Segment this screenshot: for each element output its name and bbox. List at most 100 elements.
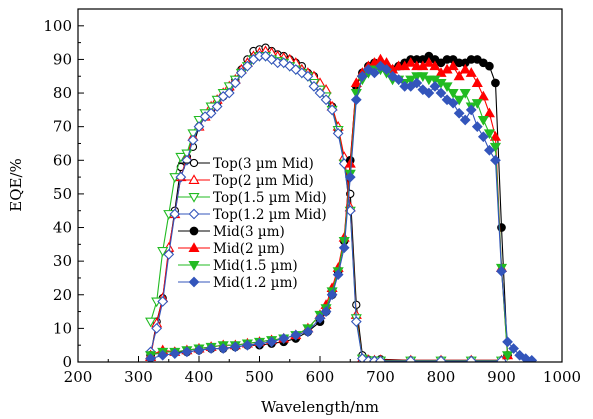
- legend-swatch-marker: [189, 226, 199, 236]
- data-point: [229, 341, 241, 353]
- data-point: [211, 101, 223, 112]
- data-point: [484, 144, 495, 156]
- legend-swatch-marker: [188, 174, 200, 184]
- legend-item: Top(2 µm Mid): [178, 173, 314, 189]
- data-point: [447, 60, 459, 71]
- x-tick-label: 900: [487, 368, 516, 386]
- data-point: [485, 61, 494, 71]
- data-point: [429, 80, 441, 92]
- x-tick-label: 300: [124, 368, 153, 386]
- legend-swatch-marker: [188, 276, 200, 288]
- data-point: [308, 80, 320, 92]
- data-point: [193, 115, 205, 126]
- data-point: [502, 336, 513, 348]
- data-point: [302, 70, 314, 82]
- data-point: [242, 339, 253, 351]
- data-point: [465, 67, 477, 77]
- data-point: [181, 346, 193, 358]
- data-point: [211, 95, 223, 106]
- data-point: [157, 349, 169, 361]
- data-point: [302, 326, 314, 338]
- data-point: [387, 70, 398, 82]
- legend-label: Top(1.2 µm Mid): [213, 207, 327, 223]
- legend-item: Mid(1.2 µm): [178, 275, 298, 291]
- data-point: [278, 333, 290, 344]
- data-point: [423, 57, 435, 67]
- y-tick-label: 90: [53, 50, 72, 68]
- data-point: [314, 312, 326, 324]
- data-point: [471, 99, 483, 109]
- data-point: [229, 77, 241, 89]
- data-point: [145, 317, 157, 328]
- data-point: [496, 355, 507, 362]
- legend-swatch-marker: [188, 208, 200, 220]
- data-point: [356, 70, 368, 82]
- x-tick-label: 500: [245, 368, 274, 386]
- legend-item: Mid(2 µm): [178, 241, 285, 257]
- data-point: [459, 89, 471, 99]
- data-point: [266, 54, 277, 65]
- legend-item: Top(1.5 µm Mid): [178, 190, 327, 206]
- data-point: [175, 171, 187, 183]
- data-point: [491, 78, 500, 88]
- data-point: [296, 67, 308, 79]
- data-point: [350, 316, 362, 328]
- data-point: [266, 336, 277, 348]
- data-point: [363, 64, 374, 75]
- data-point: [471, 121, 483, 133]
- data-point: [393, 74, 405, 85]
- data-point: [471, 77, 483, 87]
- data-point: [157, 247, 169, 257]
- data-point: [169, 208, 181, 220]
- data-point: [217, 343, 229, 354]
- data-point: [235, 67, 247, 79]
- data-point: [459, 114, 471, 126]
- data-point: [381, 64, 392, 75]
- x-tick-label: 1000: [543, 368, 581, 386]
- x-tick-label: 800: [427, 368, 456, 386]
- data-point: [477, 90, 489, 101]
- legend: Top(3 µm Mid)Top(2 µm Mid)Top(1.5 µm Mid…: [178, 156, 327, 291]
- data-point: [417, 84, 429, 96]
- data-point: [489, 131, 501, 141]
- data-point: [453, 107, 465, 119]
- x-axis-label: Wavelength/nm: [261, 398, 379, 416]
- y-tick-label: 80: [53, 84, 72, 102]
- legend-swatch-marker: [189, 158, 199, 168]
- y-tick-label: 100: [43, 17, 72, 35]
- data-point: [441, 82, 453, 93]
- plot-frame: [77, 8, 563, 363]
- data-point: [254, 338, 265, 349]
- data-point: [453, 95, 465, 106]
- data-point: [314, 87, 326, 99]
- legend-label: Mid(1.5 µm): [213, 258, 298, 274]
- data-point: [350, 94, 362, 106]
- data-point: [459, 63, 471, 74]
- data-series: [145, 43, 538, 362]
- data-point: [290, 64, 302, 75]
- legend-item: Top(1.2 µm Mid): [178, 207, 327, 223]
- series-8: [145, 60, 538, 362]
- legend-item: Top(3 µm Mid): [178, 156, 314, 172]
- y-tick-label: 10: [53, 319, 72, 337]
- legend-swatch-marker: [188, 260, 200, 271]
- data-point: [320, 94, 332, 106]
- y-tick-label: 30: [53, 252, 72, 270]
- data-point: [502, 351, 514, 361]
- data-point: [187, 134, 199, 146]
- data-point: [489, 142, 501, 153]
- data-point: [205, 343, 217, 354]
- data-point: [465, 355, 477, 362]
- data-point: [447, 97, 459, 109]
- data-point: [320, 306, 332, 317]
- data-point: [405, 75, 417, 86]
- data-point: [411, 77, 423, 89]
- data-point: [405, 355, 417, 362]
- legend-label: Mid(1.2 µm): [213, 275, 298, 291]
- series-4: [145, 50, 507, 362]
- data-point: [338, 242, 350, 254]
- data-point: [169, 348, 181, 359]
- y-tick-label: 0: [62, 353, 72, 371]
- data-point: [350, 77, 362, 87]
